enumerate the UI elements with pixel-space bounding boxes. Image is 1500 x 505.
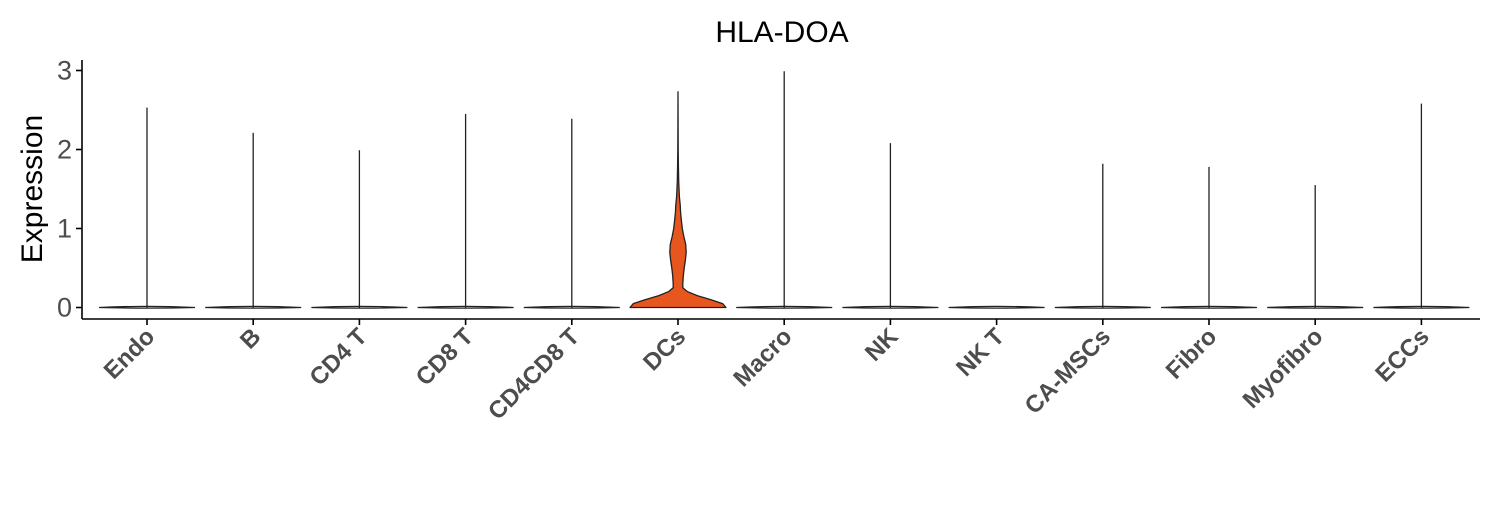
violin-b [205,132,302,309]
violin-macro [736,71,833,309]
violin-cd4cd8-t [523,118,620,309]
x-tick-label: CD4CD8 T [483,323,585,425]
x-tick-label: Macro [728,323,797,392]
x-tick-label: CD4 T [305,323,373,391]
y-tick-label: 0 [57,293,72,323]
y-axis-label: Expression [16,115,49,263]
violin-nk-t [948,305,1045,309]
violin-cd4-t [311,150,408,309]
violin-endo [98,107,196,309]
x-tick-label: ECCs [1370,323,1434,387]
violin-shape [629,91,727,309]
x-tick-label: CD8 T [411,323,479,391]
violin-eccs [1373,103,1470,309]
y-tick-label: 3 [57,56,72,86]
chart-title: HLA-DOA [715,16,848,49]
y-tick-label: 1 [57,214,72,244]
violin-dcs [629,91,727,309]
x-tick-label: DCs [638,323,691,376]
y-tick-label: 2 [57,135,72,165]
x-tick-label: CA-MSCs [1020,323,1116,419]
plot-area: 0 1 2 3 Endo B CD4 T CD8 T CD4CD8 T DCs Macro NK NK … [57,56,1470,425]
violin-ca-mscs [1054,163,1151,309]
x-tick-label: B [235,323,266,354]
violin-shape [948,305,1045,309]
violin-cd8-t [417,113,514,309]
x-tick-label: Fibro [1161,323,1223,385]
x-tick-label: Myofibro [1238,323,1329,414]
x-tick-label: Endo [99,323,161,385]
x-tick-label: NK [860,323,904,367]
violin-fibro [1160,166,1258,309]
x-tick-label: NK T [951,323,1010,382]
violin-myofibro [1267,185,1364,309]
violin-nk [842,143,939,309]
